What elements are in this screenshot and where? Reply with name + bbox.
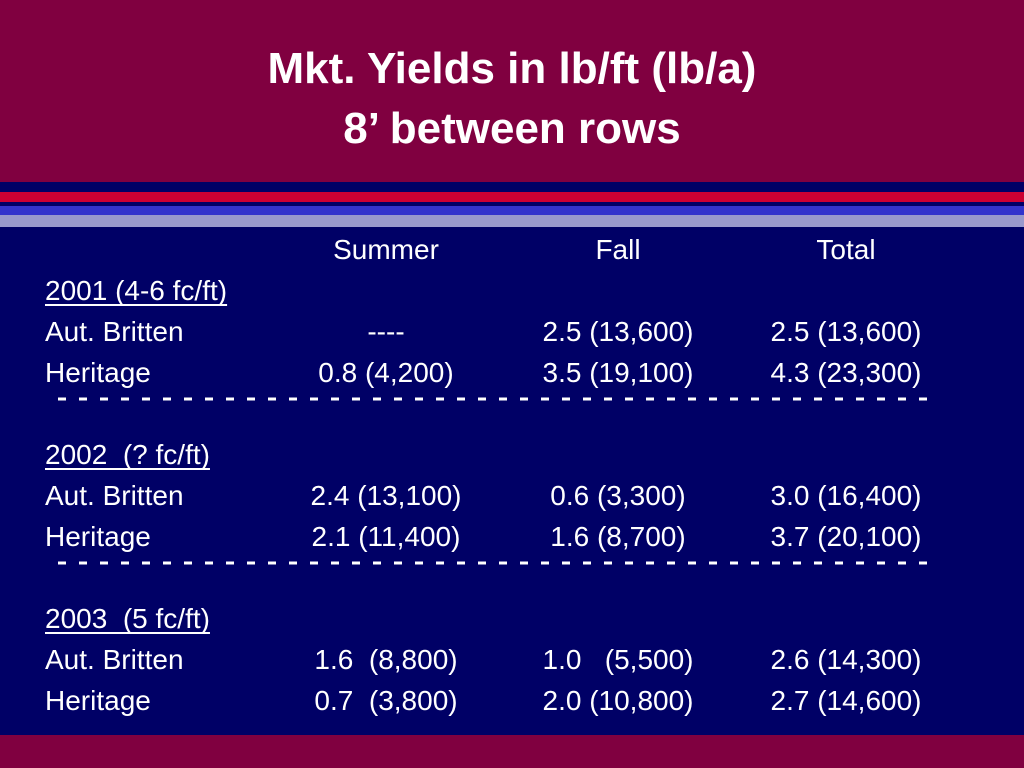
cell: 3.5 (19,100): [543, 357, 694, 388]
cell: 3.0 (16,400): [771, 480, 922, 511]
cell: 2.5 (13,600): [543, 316, 694, 347]
group-label: 2002 (? fc/ft): [45, 439, 210, 470]
stripe: [0, 182, 1024, 192]
column-header: Total: [816, 234, 875, 265]
stripe: [0, 206, 1024, 215]
row-label: Aut. Britten: [45, 316, 184, 347]
cell: 1.0 (5,500): [543, 644, 694, 675]
cell: 0.7 (3,800): [314, 685, 457, 716]
title: 8’ between rows: [343, 104, 680, 153]
group-label: 2003 (5 fc/ft): [45, 603, 210, 634]
cell: 1.6 (8,800): [314, 644, 457, 675]
cell: 2.0 (10,800): [543, 685, 694, 716]
cell: 2.6 (14,300): [771, 644, 922, 675]
cell: 1.6 (8,700): [550, 521, 685, 552]
cell: 2.7 (14,600): [771, 685, 922, 716]
title: Mkt. Yields in lb/ft (lb/a): [268, 44, 757, 93]
body-band: [0, 227, 1024, 735]
column-header: Summer: [333, 234, 439, 265]
cell: 2.4 (13,100): [311, 480, 462, 511]
stripe: [0, 192, 1024, 202]
row-label: Aut. Britten: [45, 644, 184, 675]
row-label: Heritage: [45, 521, 151, 552]
cell: ----: [367, 316, 404, 347]
cell: 2.1 (11,400): [312, 521, 461, 552]
row-label: Heritage: [45, 357, 151, 388]
footer-band: [0, 735, 1024, 768]
row-label: Heritage: [45, 685, 151, 716]
column-header: Fall: [595, 234, 640, 265]
row-label: Aut. Britten: [45, 480, 184, 511]
title-band: [0, 0, 1024, 182]
stripe: [0, 215, 1024, 227]
group-label: 2001 (4-6 fc/ft): [45, 275, 227, 306]
cell: 2.5 (13,600): [771, 316, 922, 347]
cell: 0.6 (3,300): [550, 480, 685, 511]
stripe: [0, 202, 1024, 206]
cell: 4.3 (23,300): [771, 357, 922, 388]
cell: 0.8 (4,200): [318, 357, 453, 388]
cell: 3.7 (20,100): [771, 521, 922, 552]
